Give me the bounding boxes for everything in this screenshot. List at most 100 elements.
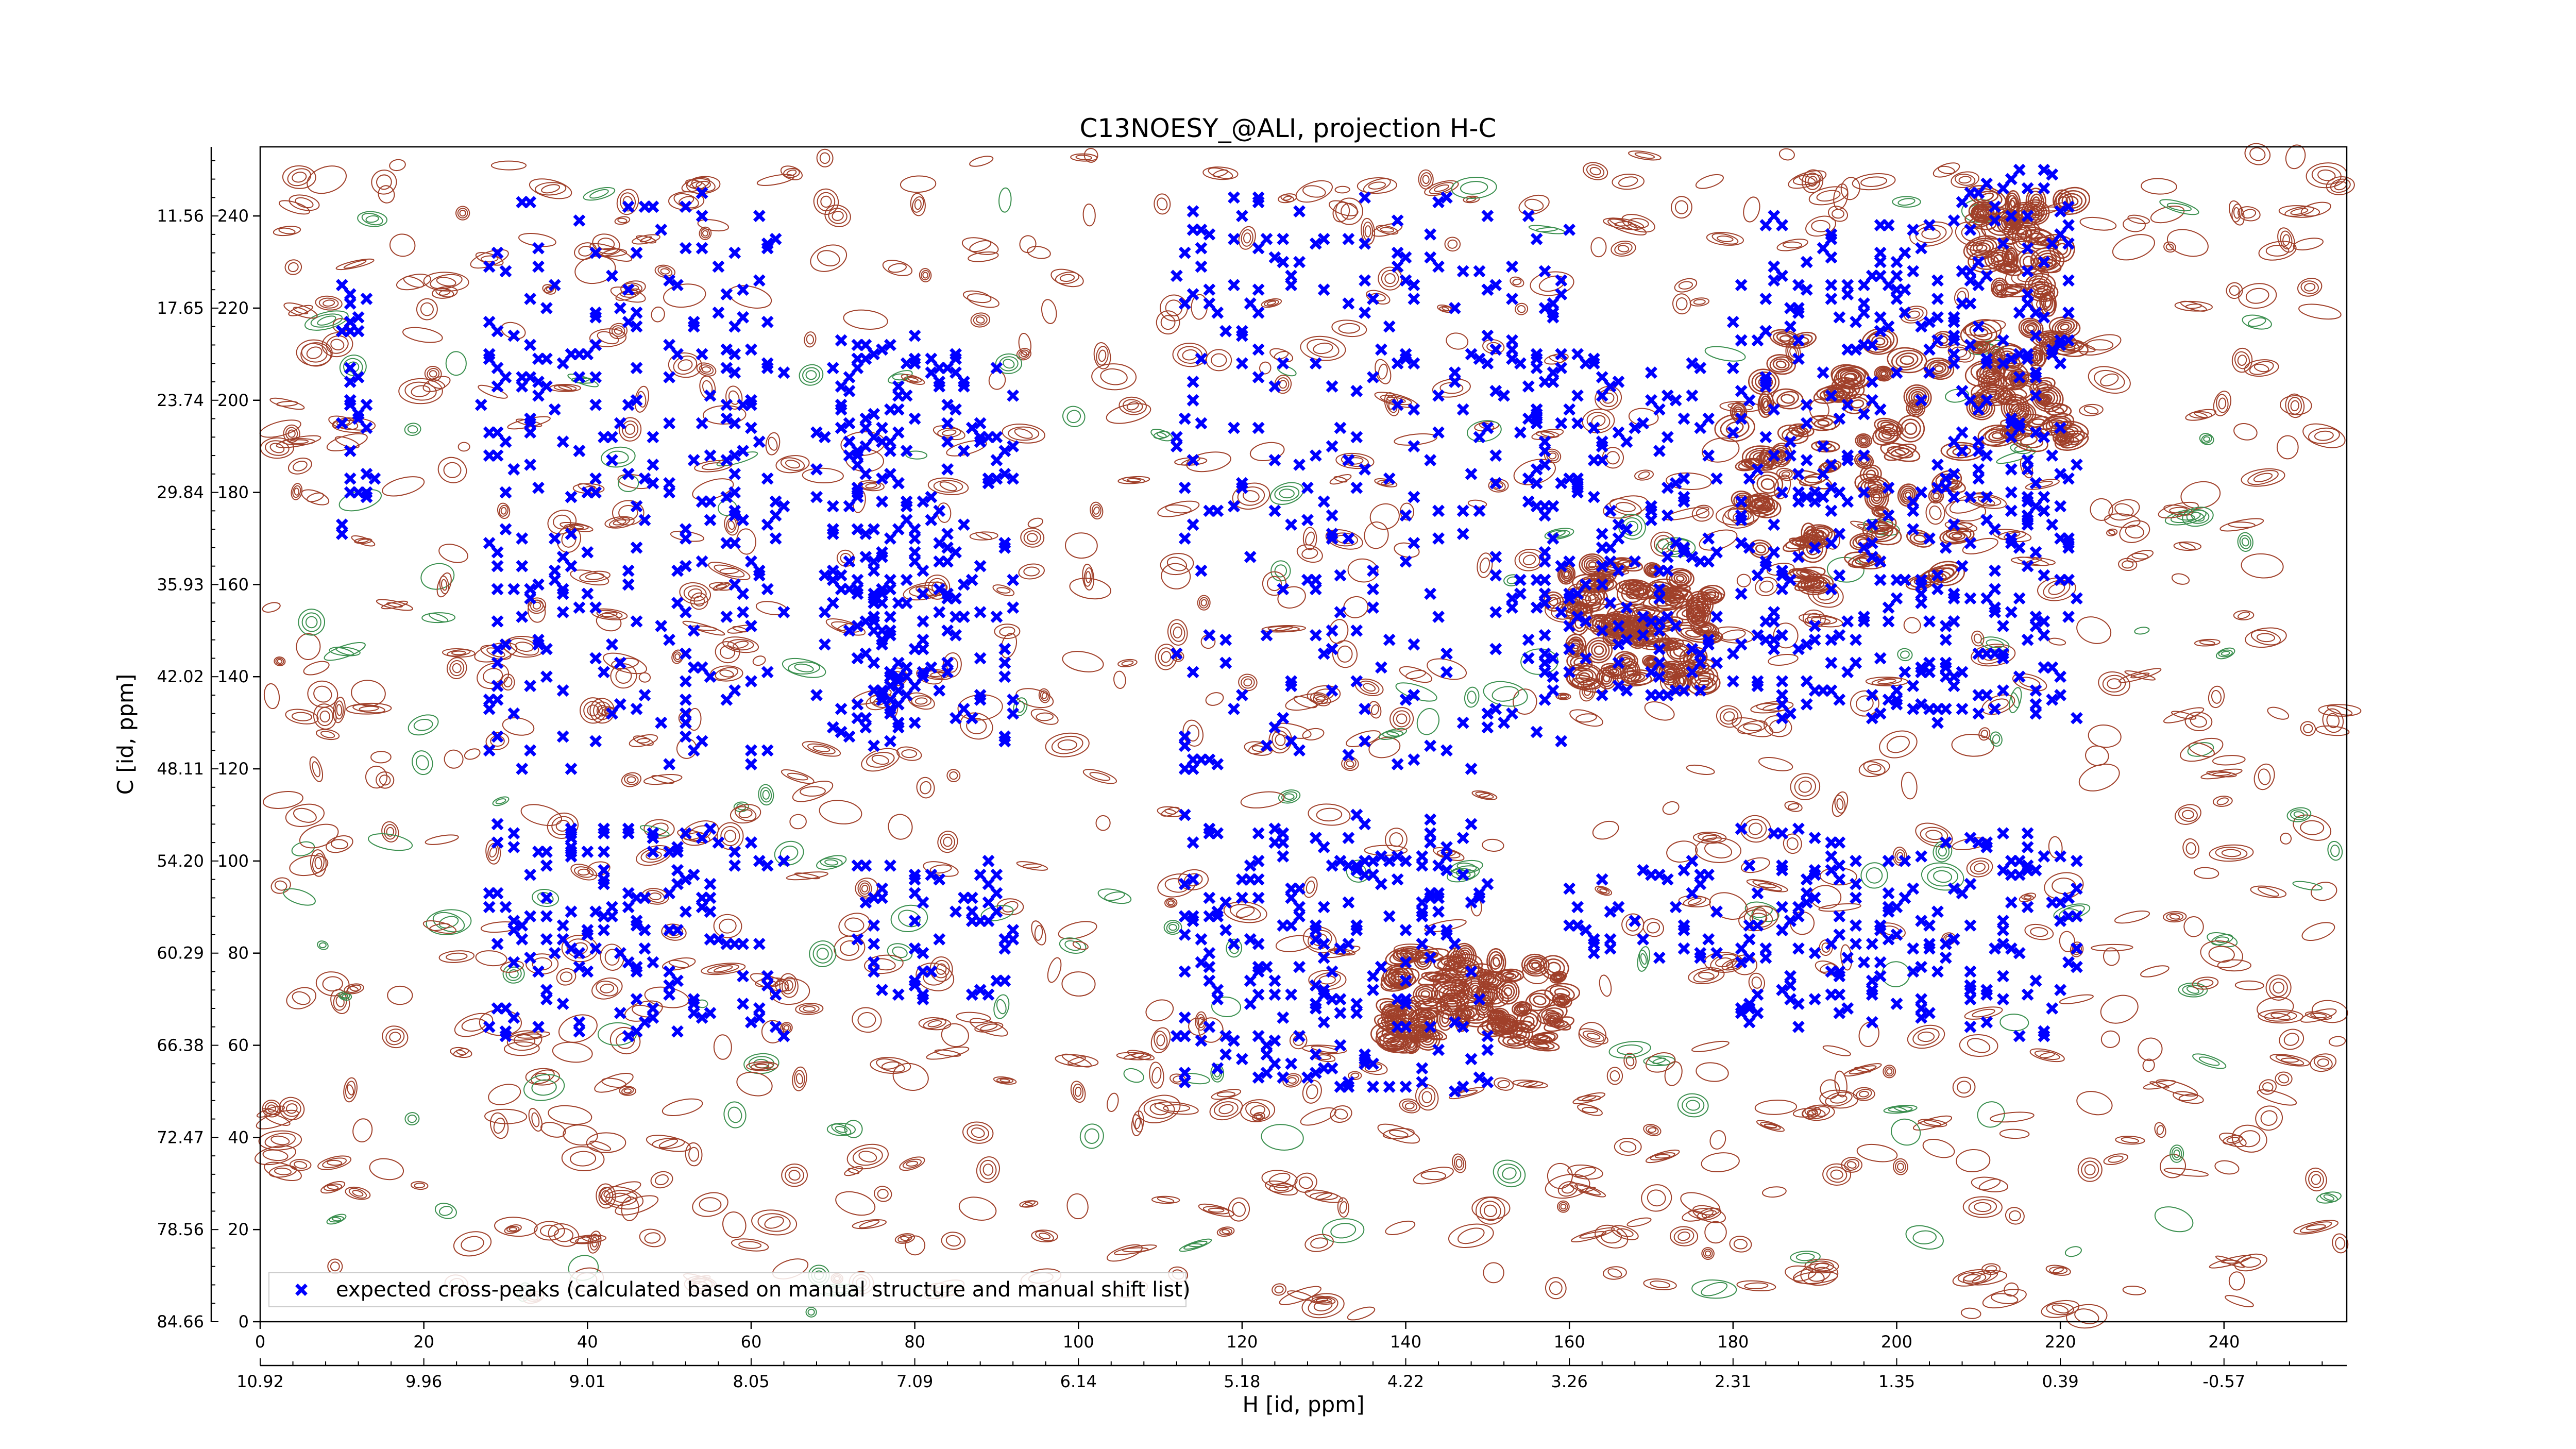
cross-peak-marker [1768, 449, 1781, 462]
cross-peak-marker [941, 666, 954, 679]
cross-peak-marker [1637, 611, 1650, 623]
cross-peak-marker [622, 887, 635, 900]
contour-line [1279, 488, 1295, 499]
cross-peak-marker [744, 555, 757, 568]
contour-line [1883, 1065, 1896, 1079]
cross-peak-marker [483, 352, 496, 365]
cross-peak-marker [990, 887, 1003, 900]
cross-peak-marker [1326, 624, 1338, 637]
cross-peak-marker [1563, 919, 1576, 932]
cross-peak-marker [1293, 1030, 1306, 1042]
cross-peak-marker [1645, 514, 1657, 527]
contour-line [2276, 435, 2299, 460]
contour-line [500, 507, 507, 515]
contour-line [1744, 819, 1767, 839]
cross-peak-marker [598, 864, 611, 877]
contour-line [285, 1103, 298, 1114]
cross-peak-marker [1637, 864, 1650, 877]
cross-peak-marker [1408, 440, 1420, 453]
cross-peak-marker [1702, 633, 1715, 646]
cross-peak-marker [1235, 210, 1248, 223]
cross-peak-marker [1907, 523, 1920, 536]
cross-peak-marker [1751, 569, 1764, 582]
cross-peak-marker [900, 389, 913, 402]
cross-peak-marker [728, 366, 741, 379]
cross-peak-marker [1203, 910, 1216, 923]
cross-peak-marker [1866, 974, 1878, 987]
contour-line [402, 327, 443, 343]
contour-line [345, 1186, 371, 1200]
cross-peak-marker [1195, 260, 1208, 273]
cross-peak-marker [1800, 283, 1813, 296]
cross-peak-marker [524, 458, 537, 471]
contour-line [265, 440, 290, 456]
contour-line [594, 1072, 634, 1093]
cross-peak-marker [540, 301, 553, 314]
contour-line [1315, 1192, 1332, 1200]
cross-peak-marker [868, 739, 880, 752]
cross-peak-marker [1408, 638, 1420, 651]
cross-peak-marker [998, 730, 1011, 743]
cross-peak-marker [965, 712, 978, 724]
cross-peak-marker [614, 1006, 626, 1019]
cross-peak-marker [1571, 348, 1584, 361]
contour-line [1059, 937, 1087, 954]
cross-peak-marker [1645, 689, 1657, 701]
contour-line [859, 1220, 880, 1228]
cross-peak-marker [1743, 472, 1756, 485]
contour-line [722, 1211, 747, 1238]
contour-line [937, 831, 958, 853]
contour-line [980, 905, 1014, 921]
cross-peak-marker [1555, 288, 1568, 301]
cross-peak-marker [1399, 274, 1412, 287]
contour-line [1280, 194, 1295, 203]
contour-line [1783, 833, 1802, 854]
contour-line [1798, 780, 1812, 793]
contour-line [800, 786, 826, 797]
contour-line [389, 159, 406, 172]
cross-peak-marker [1448, 366, 1461, 379]
cross-peak-marker [589, 601, 602, 614]
cross-peak-marker [1489, 343, 1502, 356]
cross-peak-marker [679, 716, 692, 729]
cross-peak-marker [1653, 615, 1666, 628]
cross-peak-marker [1203, 228, 1216, 241]
cross-peak-marker [1759, 293, 1772, 306]
cross-peak-marker [917, 670, 929, 683]
cross-peak-marker [516, 933, 529, 946]
cross-peak-marker [1359, 274, 1371, 287]
cross-peak-marker [1350, 675, 1363, 688]
contour-line [485, 839, 501, 865]
cross-peak-marker [1825, 633, 1838, 646]
cross-peak-marker [1899, 246, 1911, 259]
cross-peak-marker [679, 242, 692, 255]
contour-line [1615, 502, 1636, 512]
contour-line [333, 992, 347, 1011]
cross-peak-marker [524, 426, 537, 439]
cross-peak-marker [507, 924, 520, 936]
contour-line [1161, 563, 1191, 589]
contour-line [1581, 683, 1594, 699]
cross-peak-marker [565, 763, 578, 776]
cross-peak-marker [581, 587, 594, 600]
cross-peak-marker [1841, 666, 1854, 679]
cross-peak-marker [1473, 352, 1486, 365]
contour-line [322, 976, 343, 992]
cross-peak-marker [679, 873, 692, 886]
cross-peak-marker [1825, 228, 1838, 241]
cross-peak-marker [1751, 334, 1764, 347]
cross-peak-marker [663, 339, 676, 351]
cross-peak-marker [1170, 440, 1183, 453]
contour-line [2219, 518, 2264, 532]
cross-peak-marker [1285, 1057, 1298, 1070]
cross-peak-marker [1489, 279, 1502, 292]
cross-peak-marker [884, 735, 896, 748]
contour-line [724, 830, 737, 843]
contour-line [2034, 1050, 2060, 1060]
contour-line [1024, 1202, 1033, 1206]
cross-peak-marker [1661, 431, 1674, 444]
cross-peak-marker [941, 362, 954, 375]
contour-line [1675, 297, 1688, 311]
contour-line [1266, 576, 1282, 592]
contour-line [619, 192, 636, 212]
